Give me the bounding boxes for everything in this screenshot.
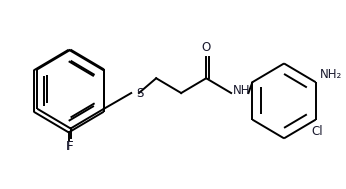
Text: F: F <box>67 140 74 153</box>
Text: S: S <box>136 87 143 100</box>
Text: NH: NH <box>233 84 251 97</box>
Text: O: O <box>201 41 211 54</box>
Text: F: F <box>65 140 72 153</box>
Text: Cl: Cl <box>312 125 324 138</box>
Text: NH₂: NH₂ <box>319 68 342 81</box>
